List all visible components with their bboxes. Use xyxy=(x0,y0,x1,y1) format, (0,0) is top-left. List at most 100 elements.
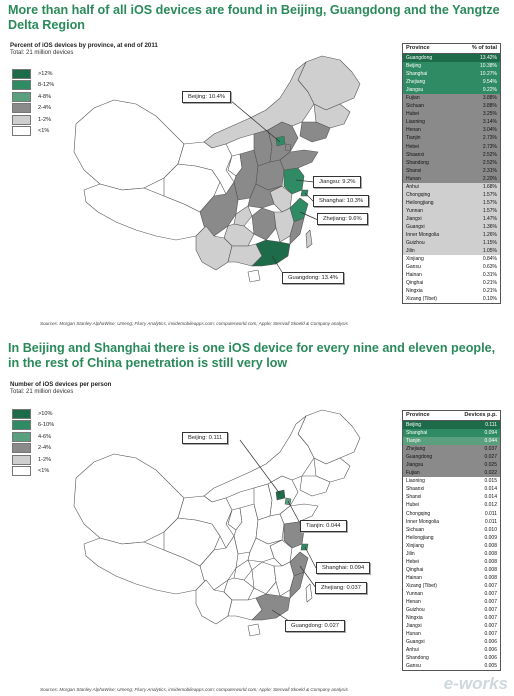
table-cell-province: Anhui xyxy=(406,183,419,190)
legend-label: >12% xyxy=(38,70,53,77)
legend-item: 4-6% xyxy=(12,431,54,443)
table-cell-province: Hubei xyxy=(406,502,420,509)
table-row: Shanghai 0.094 xyxy=(403,429,500,438)
table-cell-province: Zhejiang xyxy=(406,446,426,453)
table-cell-value: 1.57% xyxy=(482,199,497,206)
table-cell-province: Xinjiang xyxy=(406,256,424,263)
table-cell-province: Shaanxi xyxy=(406,151,425,158)
province-guangdong xyxy=(251,593,291,621)
island-taiwan xyxy=(305,583,313,603)
table-row: Tianjin 2.73% xyxy=(403,134,500,143)
table-cell-value: 0.011 xyxy=(484,518,497,525)
table-cell-value: 1.36% xyxy=(482,223,497,230)
table-cell-province: Shandong xyxy=(406,159,429,166)
table-row: Heilongjiang 1.57% xyxy=(403,198,500,207)
table-header: Province Devices p.p. xyxy=(403,411,500,421)
table-row: Gansu 0.63% xyxy=(403,263,500,272)
callout-guangdong: Guangdong: 0.027 xyxy=(285,620,346,632)
table-cell-province: Liaoning xyxy=(406,119,425,126)
legend-label: 4-8% xyxy=(38,93,52,100)
table-cell-province: Hainan xyxy=(406,272,422,279)
table-body: Guangdong 13.42% Beijing 10.38% Shanghai 10.2… xyxy=(403,54,500,304)
table-cell-province: Chongqing xyxy=(406,191,431,198)
table-col-value: Devices p.p. xyxy=(464,412,497,418)
callout-shanghai: Shanghai: 0.094 xyxy=(316,562,371,574)
table-cell-value: 3.04% xyxy=(482,127,497,134)
top-chart-subtitle: Total: 21 million devices xyxy=(10,50,74,56)
table-cell-value: 2.73% xyxy=(482,135,497,142)
callout-tianjin: Tianjin: 0.044 xyxy=(300,520,347,532)
province-fujian xyxy=(289,217,305,245)
table-cell-value: 0.008 xyxy=(484,574,497,581)
table-cell-value: 1.47% xyxy=(482,215,497,222)
legend-label: <1% xyxy=(38,128,50,135)
table-row: Inner Mongolia 1.26% xyxy=(403,231,500,240)
table-cell-province: Guangxi xyxy=(406,639,425,646)
legend-swatch xyxy=(12,431,31,442)
table-cell-province: Fujian xyxy=(406,95,420,102)
table-cell-value: 0.84% xyxy=(482,256,497,263)
watermark-logo: e-works xyxy=(443,674,508,693)
table-cell-province: Chongqing xyxy=(406,510,431,517)
legend-item: 2-4% xyxy=(12,443,54,455)
table-cell-province: Qinghai xyxy=(406,280,424,287)
table-cell-value: 2.52% xyxy=(482,151,497,158)
table-row: Chongqing 0.011 xyxy=(403,509,500,518)
province-shanghai xyxy=(300,543,309,551)
leader-guangdong xyxy=(271,255,283,273)
table-cell-value: 2.73% xyxy=(482,143,497,150)
table-cell-value: 1.57% xyxy=(482,191,497,198)
table-row: Xizang (Tibet) 0.10% xyxy=(403,295,500,304)
table-row: Shaanxi 2.52% xyxy=(403,150,500,159)
table-cell-value: 0.012 xyxy=(484,502,497,509)
leader-shanghai xyxy=(304,546,317,569)
legend-swatch xyxy=(12,408,31,419)
table-cell-value: 0.010 xyxy=(484,526,497,533)
table-row: Fujian 0.022 xyxy=(403,469,500,478)
table-cell-value: 1.26% xyxy=(482,232,497,239)
table-cell-province: Shanghai xyxy=(406,430,428,437)
table-cell-province: Hunan xyxy=(406,175,421,182)
bottom-legend: >10% 6-10% 4-6% 2-4% 1-2% <1% xyxy=(12,408,54,477)
table-cell-province: Shandong xyxy=(406,655,429,662)
province-hainan xyxy=(247,623,261,637)
table-cell-value: 0.007 xyxy=(484,615,497,622)
legend-label: 8-12% xyxy=(38,82,55,89)
table-cell-value: 10.38% xyxy=(480,63,497,70)
table-cell-province: Jilin xyxy=(406,248,415,255)
province-hunan xyxy=(251,207,277,241)
table-cell-value: 2.31% xyxy=(482,167,497,174)
leader-shanghai xyxy=(304,192,315,203)
table-cell-value: 0.008 xyxy=(484,566,497,573)
legend-label: 2-4% xyxy=(38,105,52,112)
province-beijing xyxy=(275,135,286,147)
table-cell-value: 0.21% xyxy=(482,288,497,295)
legend-swatch xyxy=(12,443,31,454)
bottom-chart-subtitle: Total: 21 million devices xyxy=(10,389,74,395)
table-cell-province: Hainan xyxy=(406,574,422,581)
table-cell-value: 0.21% xyxy=(482,280,497,287)
table-row: Tianjin 0.044 xyxy=(403,437,500,446)
top-source-note: Sources: Morgan Stanley AlphaWise; Umeng… xyxy=(40,321,348,326)
top-leader-lines xyxy=(229,99,319,273)
table-cell-province: Fujian xyxy=(406,470,420,477)
island-taiwan xyxy=(305,229,313,249)
table-row: Jiangxi 1.47% xyxy=(403,214,500,223)
table-cell-value: 0.008 xyxy=(484,542,497,549)
leader-beijing xyxy=(229,99,281,143)
province-hubei xyxy=(247,537,283,563)
table-cell-value: 0.007 xyxy=(484,582,497,589)
callout-beijing: Beijing: 0.111 xyxy=(182,432,229,444)
table-row: Henan 0.007 xyxy=(403,598,500,607)
table-row: Hubei 0.012 xyxy=(403,501,500,510)
table-cell-province: Hunan xyxy=(406,631,421,638)
table-cell-value: 2.52% xyxy=(482,159,497,166)
table-cell-province: Shanxi xyxy=(406,494,422,501)
table-cell-value: 0.008 xyxy=(484,550,497,557)
table-cell-province: Tianjin xyxy=(406,135,421,142)
table-cell-province: Yunnan xyxy=(406,590,423,597)
table-cell-province: Hubei xyxy=(406,111,420,118)
table-row: Hebei 0.008 xyxy=(403,557,500,566)
legend-label: <1% xyxy=(38,468,50,475)
